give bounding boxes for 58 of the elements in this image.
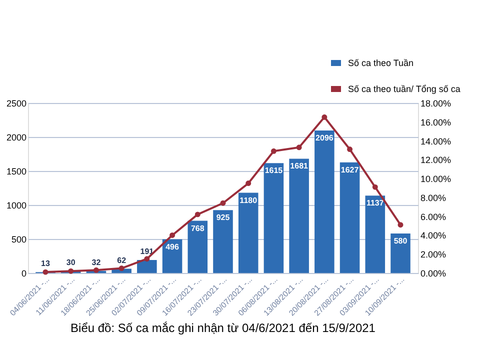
y-tick-label: 0: [21, 268, 26, 278]
bar: [264, 163, 284, 273]
bar: [314, 130, 334, 273]
bar: [390, 234, 410, 273]
data-label: 62: [117, 256, 127, 265]
point: [144, 256, 150, 262]
point: [220, 200, 226, 206]
y2-tick-label: 14.00%: [420, 136, 452, 146]
point: [93, 267, 99, 273]
point: [42, 269, 48, 275]
data-label: 30: [66, 258, 76, 267]
bar: [238, 192, 258, 273]
data-label: 1627: [340, 165, 360, 174]
point: [170, 232, 176, 238]
data-label: 13: [41, 259, 50, 268]
y-tick-label: 1000: [6, 200, 26, 210]
y2-tick-label: 8.00%: [420, 192, 446, 203]
y-tick-label: 500: [11, 234, 26, 244]
bar: [289, 158, 309, 273]
point: [194, 212, 200, 218]
y2-tick-label: 2.00%: [420, 250, 446, 260]
bar: [365, 196, 386, 273]
y-tick-label: 2500: [6, 98, 26, 108]
data-label: 580: [394, 236, 408, 246]
bar: [188, 220, 208, 273]
legend-label: Số ca theo Tuần: [348, 58, 414, 68]
data-label: 496: [166, 242, 180, 252]
y-tick-label: 2000: [6, 132, 26, 142]
data-label: 1137: [366, 198, 384, 208]
y2-tick-label: 10.00%: [420, 174, 452, 184]
y-tick-label: 1500: [6, 166, 26, 176]
point: [246, 180, 252, 186]
legend-label: Số ca theo tuần/ Tổng số ca: [348, 84, 460, 94]
y2-tick-label: 12.00%: [420, 155, 452, 166]
data-label: 925: [216, 213, 230, 222]
point: [398, 222, 404, 228]
text: Biểu đồ: Số ca mắc ghi nhận từ 04/6/2021 đến 15/9/2021: [70, 321, 376, 336]
point: [68, 268, 74, 274]
data-label: 1681: [290, 162, 309, 171]
bar: [137, 260, 157, 273]
bar: [213, 210, 233, 273]
y2-tick-label: 16.00%: [420, 117, 452, 128]
point: [118, 266, 124, 272]
y2-tick-label: 6.00%: [420, 212, 446, 222]
y2-tick-label: 18.00%: [420, 98, 452, 108]
point: [347, 146, 353, 152]
data-label: 1180: [240, 196, 258, 205]
point: [270, 148, 276, 154]
point: [372, 184, 378, 190]
data-label: 2096: [316, 133, 334, 142]
y2-tick-label: 4.00%: [420, 230, 446, 241]
data-label: 1615: [264, 166, 284, 176]
bar: [340, 162, 360, 273]
point: [322, 114, 328, 120]
y2-tick-label: 0.00%: [420, 268, 446, 278]
data-label: 768: [190, 224, 205, 233]
data-label: 32: [92, 258, 102, 267]
point: [296, 144, 302, 150]
